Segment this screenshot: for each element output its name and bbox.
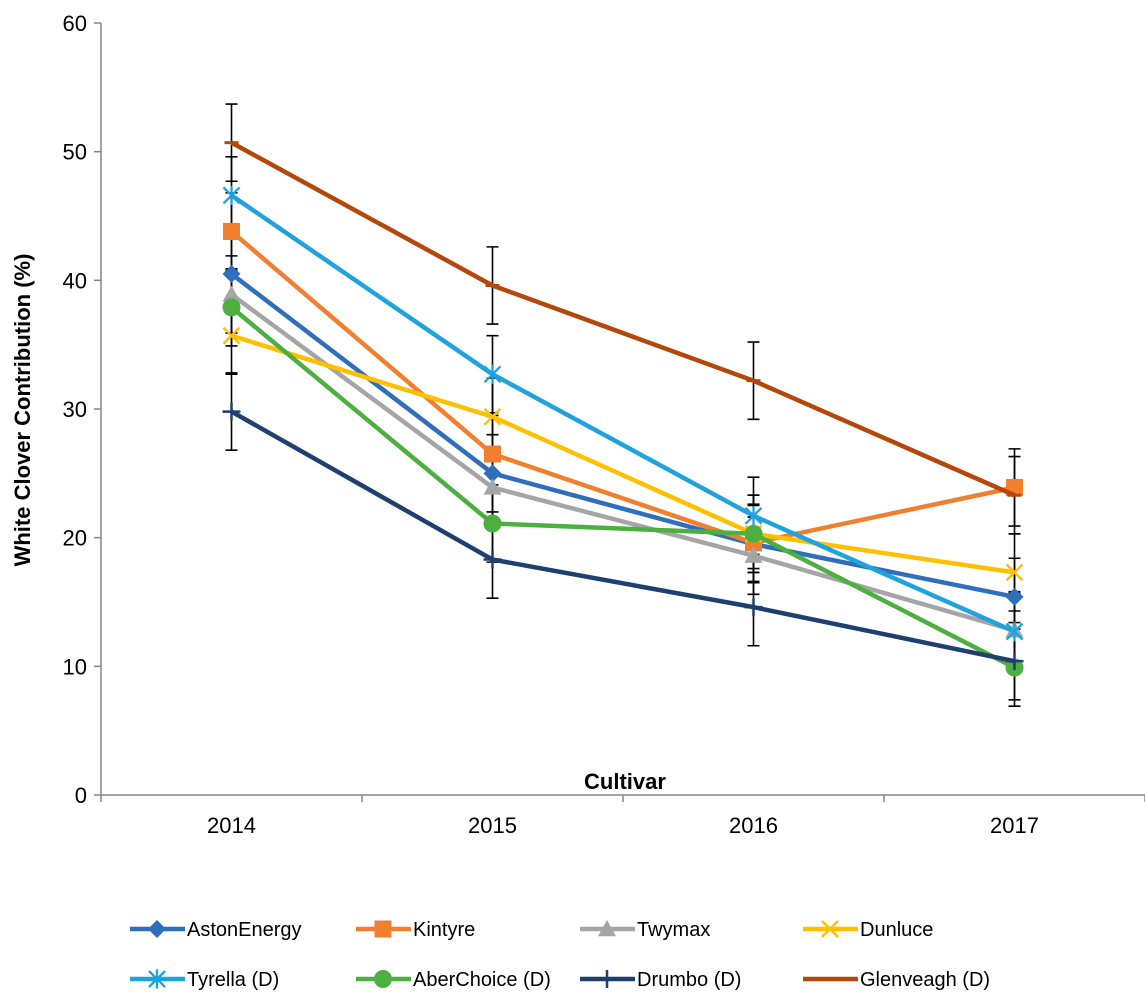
x-tick-label: 2016 [729,813,778,838]
legend-label: Tyrella (D) [187,969,279,991]
data-point [1005,652,1024,671]
legend-label: Twymax [637,919,710,941]
series-tyrella-d [222,185,1024,642]
series-aberchoice-d [222,298,1024,677]
legend-item: Twymax [580,919,710,941]
data-point [222,264,241,283]
y-tick-label: 20 [63,526,87,551]
legend-item: Glenveagh (D) [803,969,990,991]
axes: 0 10 20 30 40 50 60 2014 2015 2016 2017 [63,11,1145,838]
data-point [1005,563,1024,582]
series-dunluce [222,326,1024,582]
data-point [598,920,616,937]
series-line [230,140,1016,498]
data-point [374,970,392,988]
legend-item: Tyrella (D) [130,969,279,991]
data-point [744,524,763,543]
error-bars [225,103,1021,708]
series-drumbo-d [222,402,1024,671]
legend-label: Glenveagh (D) [860,969,990,991]
series-line [230,333,1015,575]
data-point [483,464,502,483]
series-line [230,229,1015,546]
y-tick-label: 40 [63,268,87,293]
y-tick-label: 10 [63,654,87,679]
legend-item: Drumbo (D) [580,969,741,991]
data-point [222,185,241,206]
series-line [230,193,1016,634]
data-point [222,402,241,421]
legend-item: Kintyre [356,919,475,941]
legend-item: AberChoice (D) [356,969,551,991]
data-point [483,364,502,384]
series-glenveagh-d [224,140,1022,498]
series-line [230,272,1015,600]
x-tick-label: 2017 [990,813,1039,838]
data-point [484,445,501,463]
data-point [483,478,502,495]
data-point [744,506,763,526]
data-point [744,546,763,563]
x-tick-label: 2014 [207,813,256,838]
legend-label: Kintyre [413,919,475,941]
series-line [230,305,1016,670]
series-astonenergy [222,264,1024,606]
y-tick-label: 60 [63,11,87,36]
legend-item: Dunluce [803,919,933,941]
legend-label: AberChoice (D) [413,969,551,991]
y-tick-label: 30 [63,397,87,422]
data-point [598,970,616,988]
data-point [821,920,839,938]
data-point [223,222,240,240]
data-point [744,598,763,617]
y-axis-title: White Clover Contribution (%) [10,254,35,567]
data-point [222,298,241,317]
series-line [230,292,1016,633]
data-point [483,514,502,533]
data-point [483,550,502,569]
legend: AstonEnergy Kintyre Twymax Dunluce Tyrella (… [130,919,990,991]
data-point [374,920,392,938]
legend-label: Drumbo (D) [637,969,741,991]
y-tick-label: 50 [63,140,87,165]
data-point [148,969,166,989]
data-point [148,920,166,938]
x-axis-title: Cultivar [584,769,666,794]
y-tick-label: 0 [75,783,87,808]
x-tick-label: 2015 [468,813,517,838]
series-line [230,409,1015,664]
data-point [1005,587,1024,606]
series-layer [222,103,1024,708]
data-point [222,285,241,302]
data-point [1005,621,1024,642]
data-point [483,407,502,426]
legend-label: Dunluce [860,919,933,941]
legend-item: AstonEnergy [130,919,302,941]
series-kintyre [223,222,1023,552]
legend-label: AstonEnergy [187,919,302,941]
data-point [222,326,241,345]
